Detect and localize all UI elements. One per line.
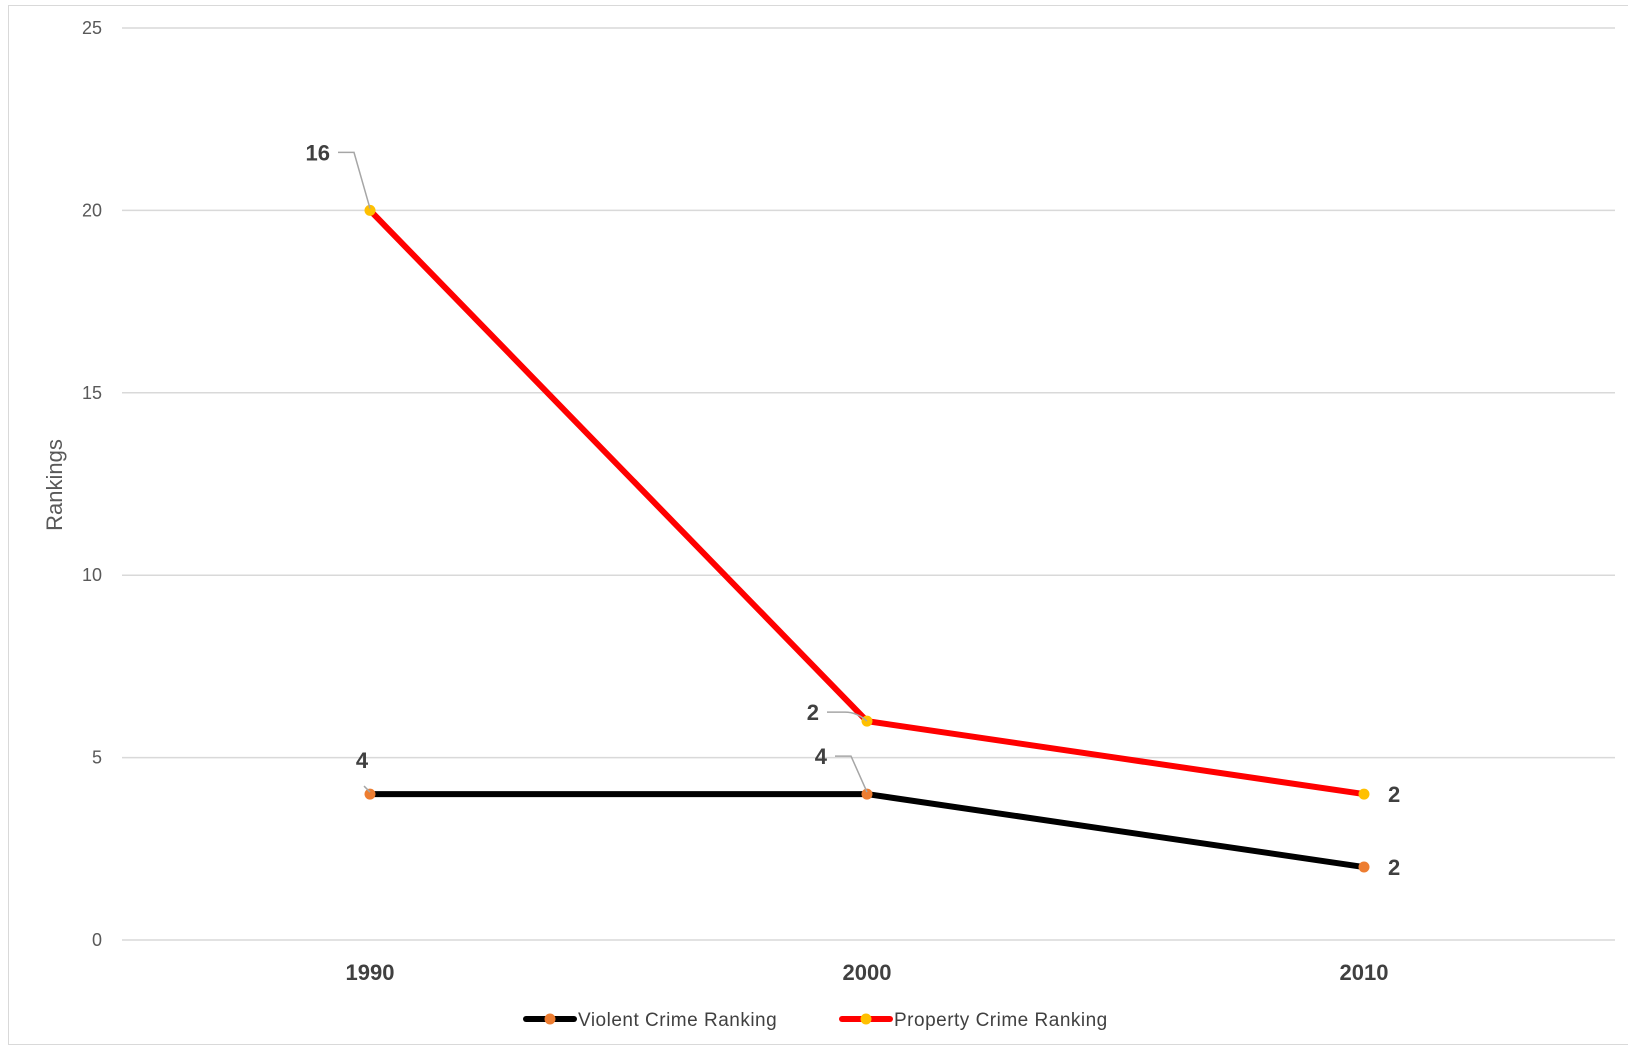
legend-item-violent: Violent Crime Ranking [523,1010,777,1031]
series-line-violent [367,791,1367,871]
data-point-violent [861,788,873,800]
legend-label: Property Crime Ranking [894,1010,1108,1031]
data-label-leader [338,151,371,209]
y-tick-label: 5 [92,748,102,768]
data-label: 16 [306,140,330,165]
data-label-leader [363,785,371,793]
y-tick-label: 20 [82,200,102,220]
y-axis-ticks: 0 5 10 15 20 25 [82,18,102,950]
legend-marker [544,1013,556,1025]
data-label-leader [827,711,868,722]
legend-marker [860,1013,872,1025]
data-labels: 4 4 2 16 2 2 [306,140,1401,880]
x-tick-label: 2000 [843,960,892,985]
series-line-property [367,207,1367,798]
legend: Violent Crime Ranking Property Crime Rank… [523,1010,1108,1031]
data-label: 2 [1388,855,1400,880]
legend-item-property: Property Crime Ranking [839,1010,1108,1031]
x-tick-label: 2010 [1340,960,1389,985]
legend-label: Violent Crime Ranking [578,1010,777,1031]
data-point-property [1358,788,1370,800]
data-point-violent [1358,861,1370,873]
x-axis-ticks: 1990 2000 2010 [346,960,1389,985]
data-point-violent [364,788,376,800]
y-tick-label: 0 [92,930,102,950]
y-tick-label: 10 [82,565,102,585]
y-axis-label: Rankings [42,439,67,531]
data-label-leader [835,755,868,793]
x-tick-label: 1990 [346,960,395,985]
series-group [364,204,1370,873]
data-point-property [364,204,376,216]
data-label: 4 [815,744,828,769]
y-tick-label: 25 [82,18,102,38]
y-tick-label: 15 [82,383,102,403]
data-label: 2 [807,700,819,725]
data-label: 2 [1388,782,1400,807]
chart-frame [8,5,1628,1045]
data-label: 4 [356,748,369,773]
